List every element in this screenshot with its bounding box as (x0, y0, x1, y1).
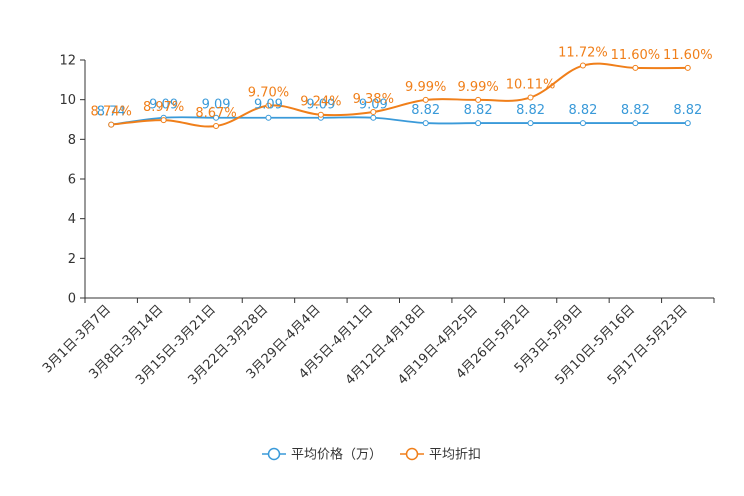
series-2-point[interactable] (632, 64, 639, 71)
series-1-data-label: 8.82 (411, 103, 440, 118)
series-1-data-label: 8.82 (464, 103, 493, 118)
series-1-point[interactable] (475, 120, 482, 127)
y-tick-label: 10 (59, 93, 76, 108)
y-tick-label: 4 (68, 212, 76, 227)
series-1-data-label: 9.09 (306, 98, 335, 113)
series-2-point[interactable] (108, 121, 115, 128)
series-1-point[interactable] (632, 120, 639, 127)
series-2-point[interactable] (317, 111, 324, 118)
series-2-point[interactable] (475, 96, 482, 103)
y-tick-label: 0 (68, 292, 76, 307)
series-2-data-label: 8.67% (195, 106, 236, 121)
series-1-data-label: 8.82 (568, 103, 597, 118)
series-2-data-label: 9.24% (300, 95, 341, 110)
series-2-data-label: 9.38% (353, 92, 394, 107)
chart-legend[interactable]: 平均价格（万） 平均折扣 (262, 447, 481, 463)
data-labels: 8.74 9.09 9.09 9.09 9.09 9.09 8.82 8.82 8.82 8.82… (91, 46, 713, 121)
series-2-point[interactable] (265, 102, 272, 109)
series-1-data-label: 9.09 (149, 98, 178, 113)
y-tick-label: 12 (59, 54, 76, 69)
y-tick-label: 6 (68, 173, 76, 188)
series-1-data-label: 8.82 (516, 103, 545, 118)
y-tick-label: 2 (68, 252, 76, 267)
series-1-point[interactable] (579, 120, 586, 127)
series-1-data-label: 9.09 (202, 98, 231, 113)
series-2-point[interactable] (370, 108, 377, 115)
series-2-data-label: 11.60% (611, 48, 661, 63)
series-2-data-label: 9.99% (457, 80, 498, 95)
legend-item-2[interactable]: 平均折扣 (400, 448, 481, 463)
series-1-point[interactable] (684, 120, 691, 127)
series-1-point[interactable] (213, 114, 220, 121)
legend-label: 平均折扣 (429, 448, 481, 463)
series-2-data-label: 9.70% (248, 86, 289, 101)
series-1-point[interactable] (265, 114, 272, 121)
series-1-data-label: 9.09 (359, 98, 388, 113)
series-2-data-label: 11.72% (558, 46, 608, 61)
y-axis-ticks: 0 2 4 6 8 10 12 (59, 54, 85, 307)
series-1-point[interactable] (527, 120, 534, 127)
series-1-data-label: 8.82 (621, 103, 650, 118)
legend-circle-icon (267, 447, 281, 461)
chart-axes (84, 60, 714, 299)
series-2-data-label: 11.60% (663, 48, 713, 63)
series-2-point[interactable] (213, 123, 220, 130)
series-2-point[interactable] (527, 94, 534, 101)
legend-label: 平均价格（万） (291, 447, 382, 463)
legend-circle-icon (405, 447, 419, 461)
series-1-data-label: 9.09 (254, 98, 283, 113)
series-1-data-label: 8.82 (673, 103, 702, 118)
legend-item-1[interactable]: 平均价格（万） (262, 447, 382, 463)
series-2-data-label: 10.11% (506, 77, 556, 92)
series-2-point[interactable] (422, 96, 429, 103)
series-2-data-label: 9.99% (405, 80, 446, 95)
series-2-point[interactable] (684, 64, 691, 71)
chart-series (108, 62, 691, 130)
series-line-2 (111, 62, 688, 128)
series-1-point[interactable] (422, 120, 429, 127)
y-tick-label: 8 (68, 133, 76, 148)
series-2-point[interactable] (579, 62, 586, 69)
series-1-point[interactable] (370, 114, 377, 121)
series-2-data-label: 8.74% (91, 105, 132, 120)
x-axis-ticks: 3月1日-3月7日3月8日-3月14日3月15日-3月21日3月22日-3月28… (40, 298, 715, 388)
series-line-1 (111, 116, 688, 126)
series-2-data-label: 8.97% (143, 100, 184, 115)
series-1-data-label: 8.74 (97, 105, 126, 120)
series-2-point[interactable] (160, 117, 167, 124)
